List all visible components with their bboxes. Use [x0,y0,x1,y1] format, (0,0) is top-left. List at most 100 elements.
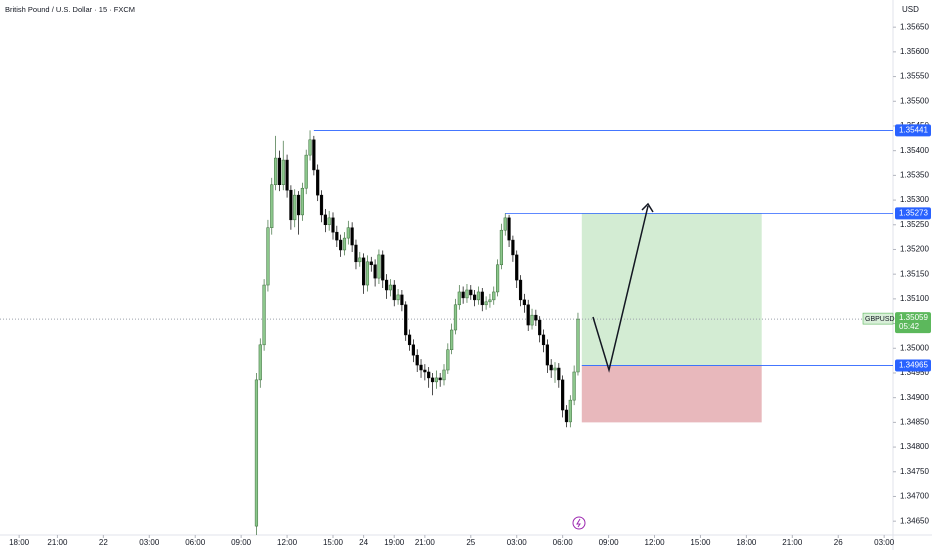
candle-body [557,367,561,381]
y-tick-label: 1.34750 [900,467,929,476]
candle-body [488,299,492,303]
candle-body [473,294,477,301]
candle-body [541,334,546,346]
candle-body [476,291,481,301]
candle-body [576,318,580,373]
candle-body [365,261,370,286]
icon-bolt[interactable] [576,518,581,528]
y-tick-label: 1.35650 [900,22,929,31]
candle-body [388,284,393,291]
x-tick-label: 09:00 [599,538,620,547]
y-tick-label: 1.35000 [900,343,929,352]
candle-body [465,289,469,299]
candle-body [392,284,396,301]
candle-body [423,369,427,373]
y-axis-label: USD [902,5,919,14]
candle-body [258,344,262,381]
candle-body [308,139,312,156]
candle-body [270,184,274,228]
candle-body [293,194,297,221]
candle-body [469,289,473,296]
y-tick-label: 1.35350 [900,170,929,179]
candle-body [346,227,350,239]
candle-body [358,257,362,263]
candle-body [335,231,339,241]
candle-body [499,229,504,266]
candle-body [312,139,316,171]
candle-body [434,377,438,383]
candle-body [545,344,549,366]
x-tick-label: 25 [466,538,475,547]
candle-body [373,264,377,279]
candle-body [362,257,366,286]
x-tick-label: 26 [834,538,843,547]
candle-body [484,301,488,306]
icon-circle[interactable] [572,516,586,530]
x-tick-label: 03:00 [874,538,895,547]
y-tick-label: 1.34650 [900,516,929,525]
candle-body [461,291,465,299]
level-label: 1.35273 [899,209,928,218]
candle-body [285,159,289,191]
candle-body [511,239,515,256]
y-tick-label: 1.35500 [900,96,929,105]
candle-body [319,194,324,216]
symbol-label: GBPUSD [865,316,895,323]
candle-body [538,319,542,336]
y-tick-label: 1.35400 [900,146,929,155]
candle-body [572,371,576,401]
candle-body [450,329,454,351]
level-label: 1.35441 [899,126,928,135]
chart-title: British Pound / U.S. Dollar · 15 · FXCM [5,5,135,14]
candle-body [396,294,400,301]
candle-body [530,314,534,326]
candle-body [427,371,431,379]
y-tick-label: 1.34850 [900,417,929,426]
candle-body [281,159,285,186]
candle-body [384,279,389,291]
candle-body [381,254,385,281]
y-tick-label: 1.35150 [900,269,929,278]
level-label-bg [895,124,931,137]
x-tick-label: 12:00 [277,538,298,547]
candle-body [254,379,259,527]
candle-body [564,409,569,423]
last-price-label: 1.35059 [899,313,928,322]
y-tick-label: 1.35600 [900,47,929,56]
candle-body [495,264,500,293]
candle-body [549,364,553,371]
x-tick-label: 18:00 [9,538,30,547]
candle-body [342,237,347,251]
candle-body [400,294,404,306]
y-tick-label: 1.35200 [900,245,929,254]
replay-icon[interactable] [572,516,586,530]
candle-body [438,377,442,381]
x-tick-label: 03:00 [139,538,160,547]
y-tick-label: 1.34700 [900,492,929,501]
last-price-bg [895,312,931,334]
candle-body [407,334,412,346]
y-tick-label: 1.35300 [900,195,929,204]
candle-body [515,254,519,281]
candle-body [327,217,331,226]
y-tick-label: 1.35250 [900,220,929,229]
candle-body [354,244,358,263]
x-tick-label: 12:00 [645,538,666,547]
candle-body [300,187,304,216]
x-tick-label: 15:00 [323,538,344,547]
x-tick-label: 15:00 [690,538,711,547]
candle-body [273,157,278,186]
x-tick-label: 03:00 [507,538,528,547]
candle-body [457,291,461,306]
candle-body [453,304,458,331]
candle-body [430,377,435,383]
candle-body [480,291,484,306]
y-tick-label: 1.34800 [900,442,929,451]
loss-zone [581,365,762,423]
candle-body [442,369,446,381]
x-tick-label: 09:00 [231,538,252,547]
profit-zone [581,213,762,366]
y-tick-label: 1.34900 [900,393,929,402]
